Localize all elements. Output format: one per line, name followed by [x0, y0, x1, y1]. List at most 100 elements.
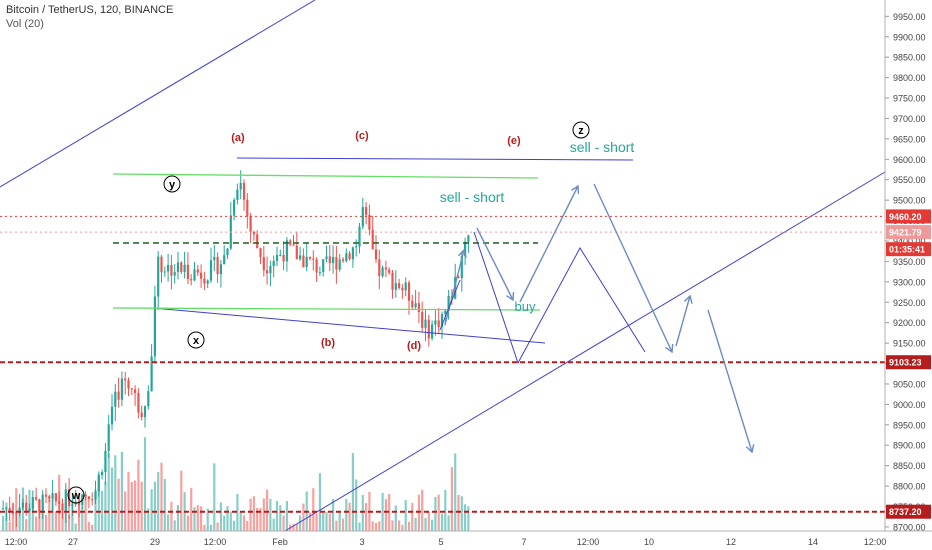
candle-body	[163, 271, 166, 273]
volume-bar	[348, 502, 351, 531]
volume-bar	[431, 519, 434, 531]
candle-body	[173, 271, 176, 276]
candle-body	[421, 312, 424, 328]
candle-body	[365, 207, 368, 215]
price-tick-label: 9600.00	[893, 155, 926, 165]
volume-bar	[8, 522, 11, 531]
volume-bar	[84, 494, 87, 531]
volume-bar	[252, 496, 255, 531]
volume-bar	[219, 502, 222, 531]
price-tick-label: 9250.00	[893, 298, 926, 308]
volume-bar	[272, 518, 275, 531]
candle-body	[58, 501, 61, 504]
price-tick-label: 8700.00	[893, 522, 926, 532]
price-tick-label: 8850.00	[893, 461, 926, 471]
volume-bar	[282, 515, 285, 531]
candle-body	[414, 303, 417, 308]
volume-bar	[54, 511, 57, 531]
wave-circle	[163, 175, 181, 193]
candle-body	[236, 189, 239, 200]
trend-line	[284, 171, 886, 532]
projection-arrow	[675, 296, 690, 347]
volume-bar	[196, 505, 199, 531]
candle-body	[8, 507, 11, 512]
volume-bar	[94, 489, 97, 531]
volume-bar	[328, 513, 331, 531]
volume-bar	[130, 481, 133, 531]
wave-label: y	[169, 179, 176, 191]
volume-bar	[203, 524, 206, 531]
candle-body	[315, 259, 318, 273]
candle-body	[404, 282, 407, 291]
candle-body	[176, 262, 180, 272]
volume-bar	[206, 508, 209, 531]
volume-bar	[444, 489, 447, 531]
volume-bar	[437, 494, 440, 531]
volume-bar	[302, 503, 305, 531]
volume-bar	[358, 522, 361, 531]
volume-bar	[31, 502, 34, 531]
price-tick-label: 9850.00	[893, 53, 926, 63]
candle-body	[87, 496, 90, 500]
candle-body	[186, 264, 189, 280]
wave-circle	[67, 486, 85, 504]
price-tick-label: 9800.00	[893, 73, 926, 83]
volume-bar	[266, 489, 269, 531]
candle-body	[272, 261, 275, 267]
price-tag-label: 9103.23	[889, 358, 922, 368]
price-tick-label: 9200.00	[893, 318, 926, 328]
candle-body	[401, 287, 404, 291]
volume-bar	[299, 515, 302, 531]
candle-body	[348, 253, 351, 260]
volume-bar	[233, 520, 236, 531]
candle-body	[5, 507, 8, 509]
candle-body	[18, 507, 21, 514]
candle-body	[97, 475, 100, 492]
price-tick-label: 9400.00	[893, 236, 926, 246]
candle-body	[21, 502, 24, 508]
volume-bar	[150, 489, 153, 531]
candle-body	[407, 282, 411, 301]
candle-body	[203, 278, 206, 284]
candle-body	[305, 256, 308, 268]
candle-body	[134, 389, 137, 393]
candle-body	[68, 489, 71, 507]
volume-bar	[15, 488, 18, 531]
trend-line	[236, 157, 634, 161]
candle-body	[213, 256, 216, 261]
candle-body	[332, 257, 335, 264]
volume-bar	[341, 518, 345, 531]
annotation-text: sell - short	[440, 189, 505, 205]
candle-body	[200, 272, 203, 279]
candle-body	[130, 388, 133, 390]
candle-body	[196, 269, 199, 273]
price-tag	[886, 225, 931, 240]
candle-body	[193, 269, 196, 281]
volume-bar	[335, 520, 338, 531]
volume-bar	[249, 498, 252, 531]
volume-bar	[411, 502, 414, 531]
projection-arrow	[519, 186, 578, 303]
volume-bar	[87, 521, 90, 531]
volume-bar	[193, 507, 196, 531]
price-tick-label: 8950.00	[893, 420, 926, 430]
volume-bar	[414, 517, 417, 531]
annotation-text: buy	[515, 299, 536, 314]
candle-body	[180, 262, 183, 272]
price-tick-label: 9000.00	[893, 400, 926, 410]
volume-bar	[285, 500, 288, 531]
time-tick-label: 5	[438, 537, 443, 547]
wave-label: (a)	[231, 132, 245, 144]
wave-circle	[572, 121, 590, 139]
volume-bar	[464, 504, 467, 531]
candle-body	[378, 259, 381, 277]
volume-bar	[295, 524, 298, 531]
volume-bar	[124, 491, 127, 531]
price-tick-label: 8900.00	[893, 441, 926, 451]
volume-indicator-label: Vol (20)	[6, 18, 44, 30]
candle-body	[160, 256, 163, 273]
price-tick-label: 9550.00	[893, 175, 926, 185]
volume-bar	[140, 481, 143, 531]
volume-bar	[394, 505, 397, 531]
